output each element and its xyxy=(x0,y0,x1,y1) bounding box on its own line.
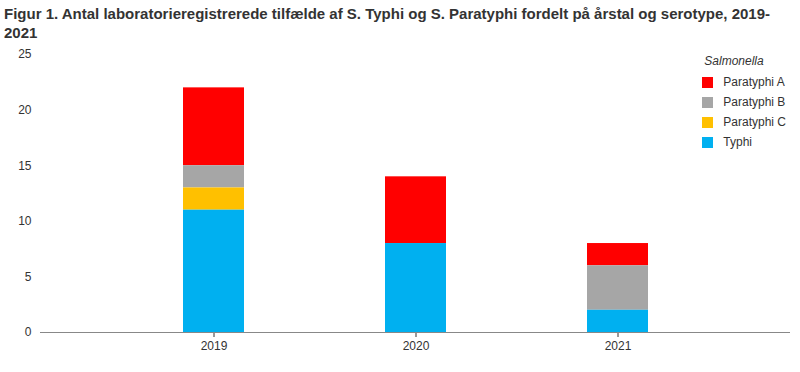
svg-text:15: 15 xyxy=(18,159,32,173)
html-text:Paratyphi A: Paratyphi A xyxy=(723,75,785,89)
svg-text:20: 20 xyxy=(18,103,32,117)
html-text:Salmonella: Salmonella xyxy=(704,54,764,68)
svg-text:25: 25 xyxy=(18,47,32,61)
svg-text:10: 10 xyxy=(18,214,32,228)
svg-text:0: 0 xyxy=(25,325,32,339)
html-text:Paratyphi B: Paratyphi B xyxy=(723,95,786,109)
html-text:Paratyphi C: Paratyphi C xyxy=(723,115,786,129)
svg-text:2021: 2021 xyxy=(605,339,632,353)
html-text:Typhi: Typhi xyxy=(723,135,752,149)
svg-text:2019: 2019 xyxy=(201,339,228,353)
svg-text:5: 5 xyxy=(25,270,32,284)
svg-text:2020: 2020 xyxy=(403,339,430,353)
html-text:Figur 1. Antal laboratorieregi: Figur 1. Antal laboratorieregistrerede t… xyxy=(4,5,770,41)
